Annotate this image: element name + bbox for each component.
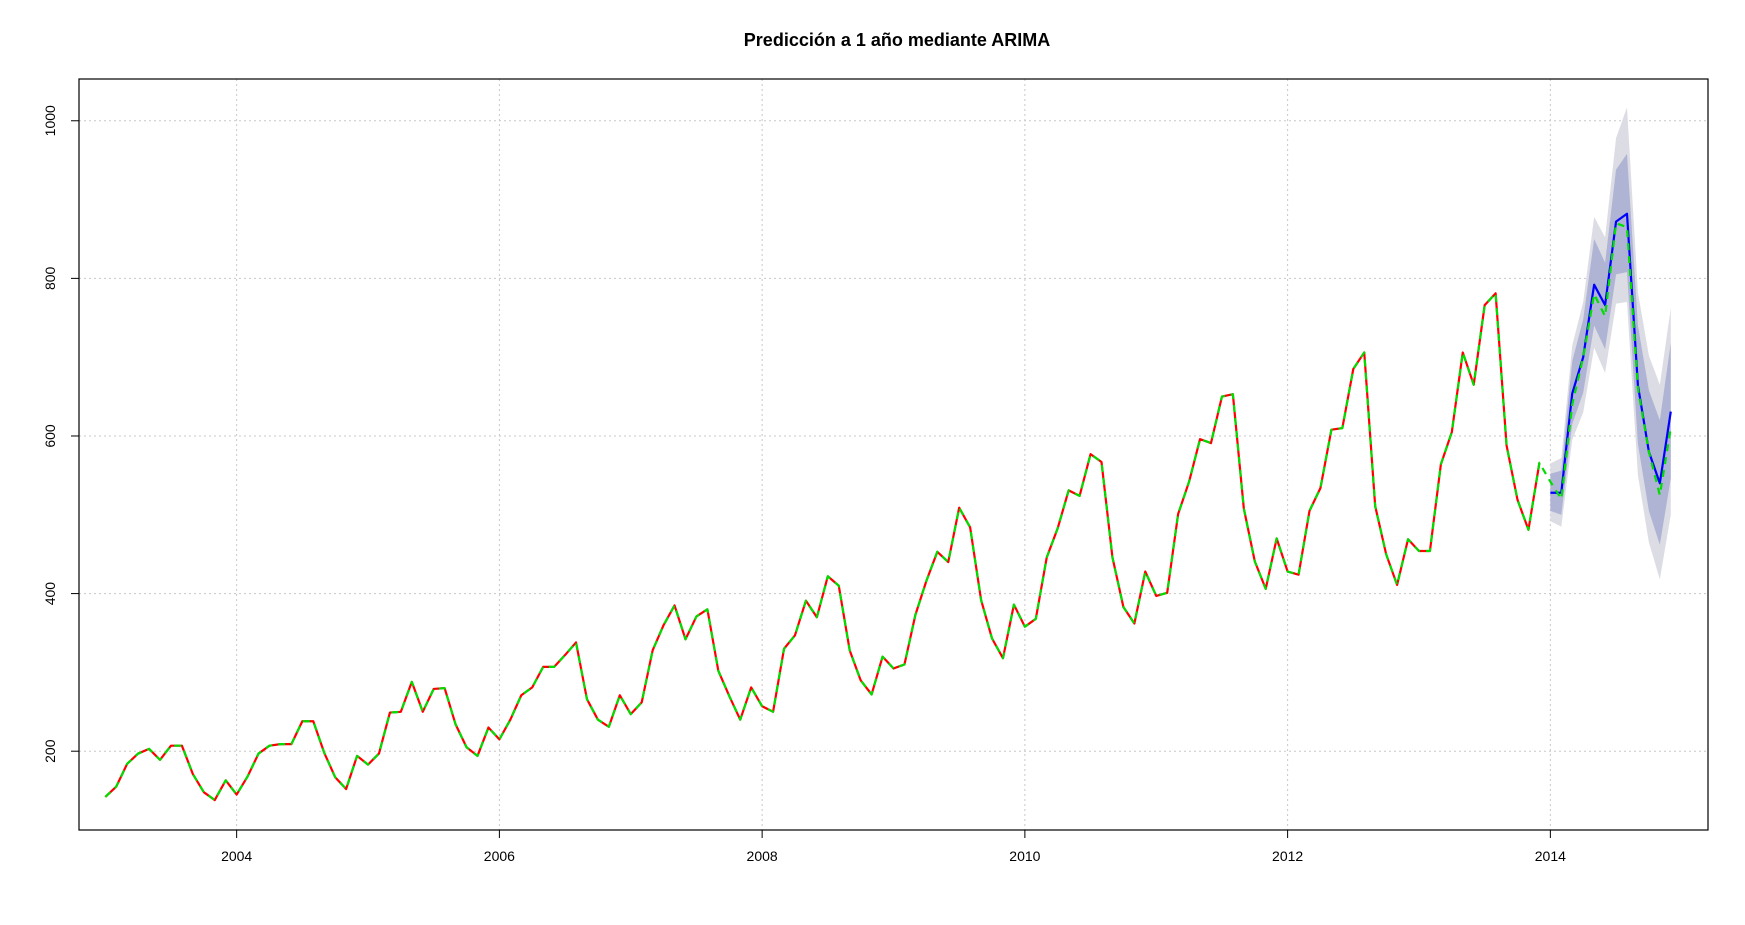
series-lines [104, 212, 1672, 802]
chart-title: Predicción a 1 año mediante ARIMA [744, 30, 1050, 50]
y-tick-label: 600 [42, 424, 58, 448]
grid [79, 79, 1708, 830]
y-tick-label: 400 [42, 582, 58, 606]
forecast-interval-80 [1550, 153, 1671, 545]
y-axis: 200 400 600 800 1000 [42, 105, 79, 763]
x-tick-label: 2008 [747, 848, 778, 864]
x-tick-label: 2004 [221, 848, 252, 864]
forecast-interval-95 [1550, 107, 1671, 580]
series-line-fitted-and-actual [104, 222, 1672, 802]
y-tick-label: 800 [42, 266, 58, 290]
x-tick-label: 2006 [484, 848, 515, 864]
y-tick-label: 200 [42, 739, 58, 763]
x-tick-label: 2010 [1009, 848, 1040, 864]
y-tick-label: 1000 [42, 105, 58, 136]
x-tick-label: 2012 [1272, 848, 1303, 864]
series-line-observed [104, 292, 1541, 802]
interval-80-band [1550, 153, 1671, 545]
series-line-forecast [1550, 212, 1672, 494]
plot-frame [78, 78, 1709, 831]
x-axis: 2004 2006 2008 2010 2012 2014 [221, 829, 1566, 864]
interval-95-band [1550, 107, 1671, 580]
x-tick-label: 2014 [1535, 848, 1566, 864]
